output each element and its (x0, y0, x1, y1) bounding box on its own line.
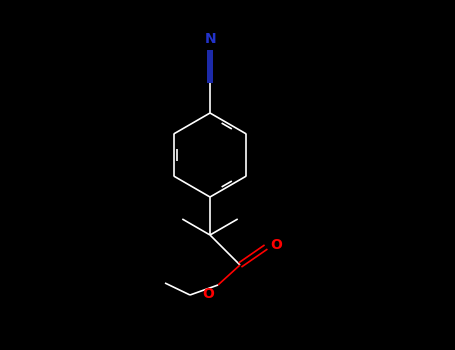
Text: N: N (205, 32, 217, 46)
Text: O: O (202, 287, 214, 301)
Text: O: O (270, 238, 282, 252)
